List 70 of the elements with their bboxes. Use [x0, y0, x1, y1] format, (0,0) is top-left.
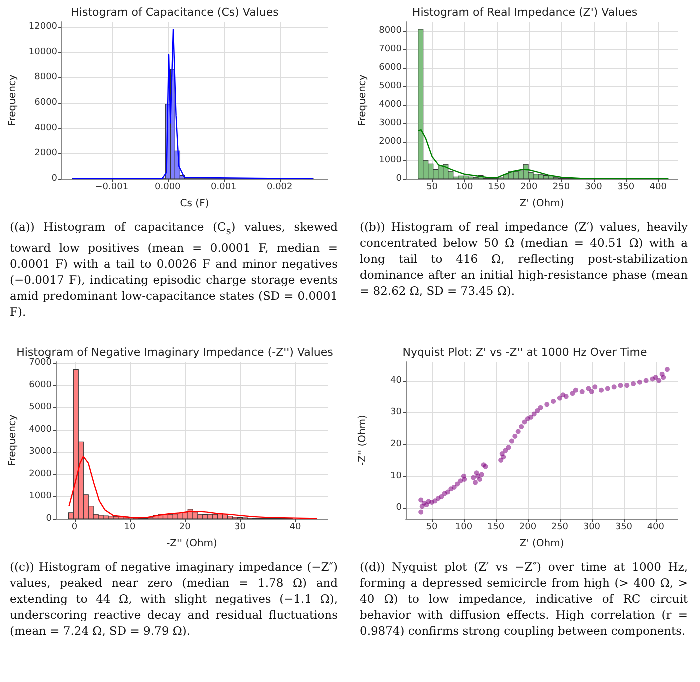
- y-tick-label: 4000: [29, 424, 52, 435]
- x-tick-label: 350: [615, 522, 633, 532]
- x-axis-title: Cs (F): [180, 198, 210, 210]
- y-tick-label: 40: [390, 376, 402, 386]
- y-tick-label: 10: [390, 471, 402, 482]
- y-tick-label: 6000: [379, 63, 402, 74]
- y-tick-label: 6000: [34, 98, 58, 108]
- y-tick-label: 12000: [28, 22, 58, 32]
- y-tick-label: 1000: [379, 156, 402, 166]
- y-tick-label: 5000: [29, 402, 52, 413]
- x-tick-label: 150: [488, 182, 506, 192]
- y-tick-label: 8000: [379, 26, 402, 36]
- x-tick-label: 20: [179, 522, 192, 532]
- x-tick-label: 100: [455, 522, 473, 532]
- y-axis-title: -Z'' (Ohm): [358, 414, 368, 466]
- x-tick-label: 100: [456, 182, 474, 192]
- x-tick-label: 50: [426, 182, 438, 192]
- x-tick-label: 0.001: [210, 182, 237, 192]
- chart-title: Histogram of Real Impedance (Z') Values: [412, 6, 638, 19]
- text: ((b)) Histogram of real impedance (Z′) values, heavily concentrated below 50 Ω (median = 40.51 Ω) with a long tail to 416 Ω, reflecting post-stabilization dominance after an initial high-resistance phase (mean = 82.62 Ω, SD = 73.45 Ω).: [360, 219, 688, 299]
- x-tick-label: −0.001: [95, 182, 129, 192]
- y-tick-label: 7000: [379, 44, 402, 55]
- y-tick-label: 6000: [29, 380, 52, 390]
- y-tick-label: 20: [390, 439, 402, 450]
- chart-title: Nyquist Plot: Z' vs -Z'' at 1000 Hz Over Time: [402, 346, 648, 359]
- y-tick-label: 0: [46, 514, 52, 524]
- x-tick-label: 300: [585, 182, 603, 192]
- y-tick-label: 0: [396, 174, 402, 184]
- x-tick-label: 350: [617, 182, 635, 192]
- y-tick-label: 4000: [379, 100, 402, 110]
- y-tick-label: 2000: [29, 469, 52, 480]
- x-tick-label: 200: [520, 182, 538, 192]
- text: ((a)) Histogram of capacitance (C$_{s}$) values, skewed toward low positives (mean = 0.0001 F, median = 0.0001 F) with a tail to 0.0026 F and minor negatives (−0.0017 F), indicating episodic charge storage events amid predominant low-capacitance states (SD = 0.0001 F).: [10, 219, 338, 320]
- chart-title: Histogram of Capacitance (Cs) Values: [71, 6, 280, 19]
- x-tick-label: 400: [650, 182, 668, 192]
- x-tick-label: 400: [647, 522, 665, 532]
- x-tick-label: 200: [519, 522, 537, 532]
- x-tick-label: 50: [426, 522, 438, 532]
- x-axis-title: Z' (Ohm): [520, 538, 564, 550]
- y-axis-title: Frequency: [358, 74, 368, 126]
- y-tick-label: 0: [396, 503, 402, 514]
- x-axis-title: Z' (Ohm): [520, 198, 564, 210]
- y-tick-label: 30: [390, 408, 402, 418]
- y-tick-label: 7000: [29, 358, 52, 368]
- x-tick-label: 0.002: [266, 182, 293, 192]
- x-tick-label: 10: [124, 522, 136, 532]
- x-tick-label: 250: [552, 182, 570, 192]
- y-tick-label: 5000: [379, 82, 402, 92]
- x-tick-label: 0.000: [155, 182, 182, 192]
- y-tick-label: 1000: [29, 492, 52, 502]
- y-tick-label: 10000: [28, 47, 58, 58]
- x-tick-label: 30: [234, 522, 246, 532]
- x-tick-label: 150: [487, 522, 505, 532]
- y-tick-label: 2000: [379, 137, 402, 148]
- x-axis-title: -Z'' (Ohm): [166, 538, 218, 550]
- x-tick-label: 40: [290, 522, 302, 532]
- y-axis-title: Frequency: [8, 414, 18, 466]
- y-tick-label: 3000: [379, 118, 402, 129]
- chart-title: Histogram of Negative Imaginary Impedance (-Z'') Values: [16, 346, 334, 359]
- x-tick-label: 250: [551, 522, 569, 532]
- text: ((d)) Nyquist plot (Z′ vs −Z″) over time at 1000 Hz, forming a depressed semicircle from high (> 400 Ω, > 40 Ω) to low impedance, indicative of RC circuit behavior with diffusion effects. High correlation (r = 0.9874) confirms strong coupling between components.: [360, 559, 688, 639]
- y-tick-label: 3000: [29, 447, 52, 458]
- y-tick-label: 8000: [34, 72, 58, 83]
- x-tick-label: 300: [583, 522, 601, 532]
- y-tick-label: 0: [52, 174, 58, 184]
- text: ((c)) Histogram of negative imaginary impedance (−Z″) values, peaked near zero (median = 1.78 Ω) and extending to 44 Ω, with slight negatives (−1.1 Ω), underscoring reactive decay and residual fluctuations (mean = 7.24 Ω, SD = 9.79 Ω).: [10, 559, 338, 639]
- y-tick-label: 2000: [34, 148, 58, 159]
- y-axis-title: Frequency: [8, 74, 18, 126]
- x-tick-label: 0: [72, 522, 78, 532]
- y-tick-label: 4000: [34, 123, 58, 134]
